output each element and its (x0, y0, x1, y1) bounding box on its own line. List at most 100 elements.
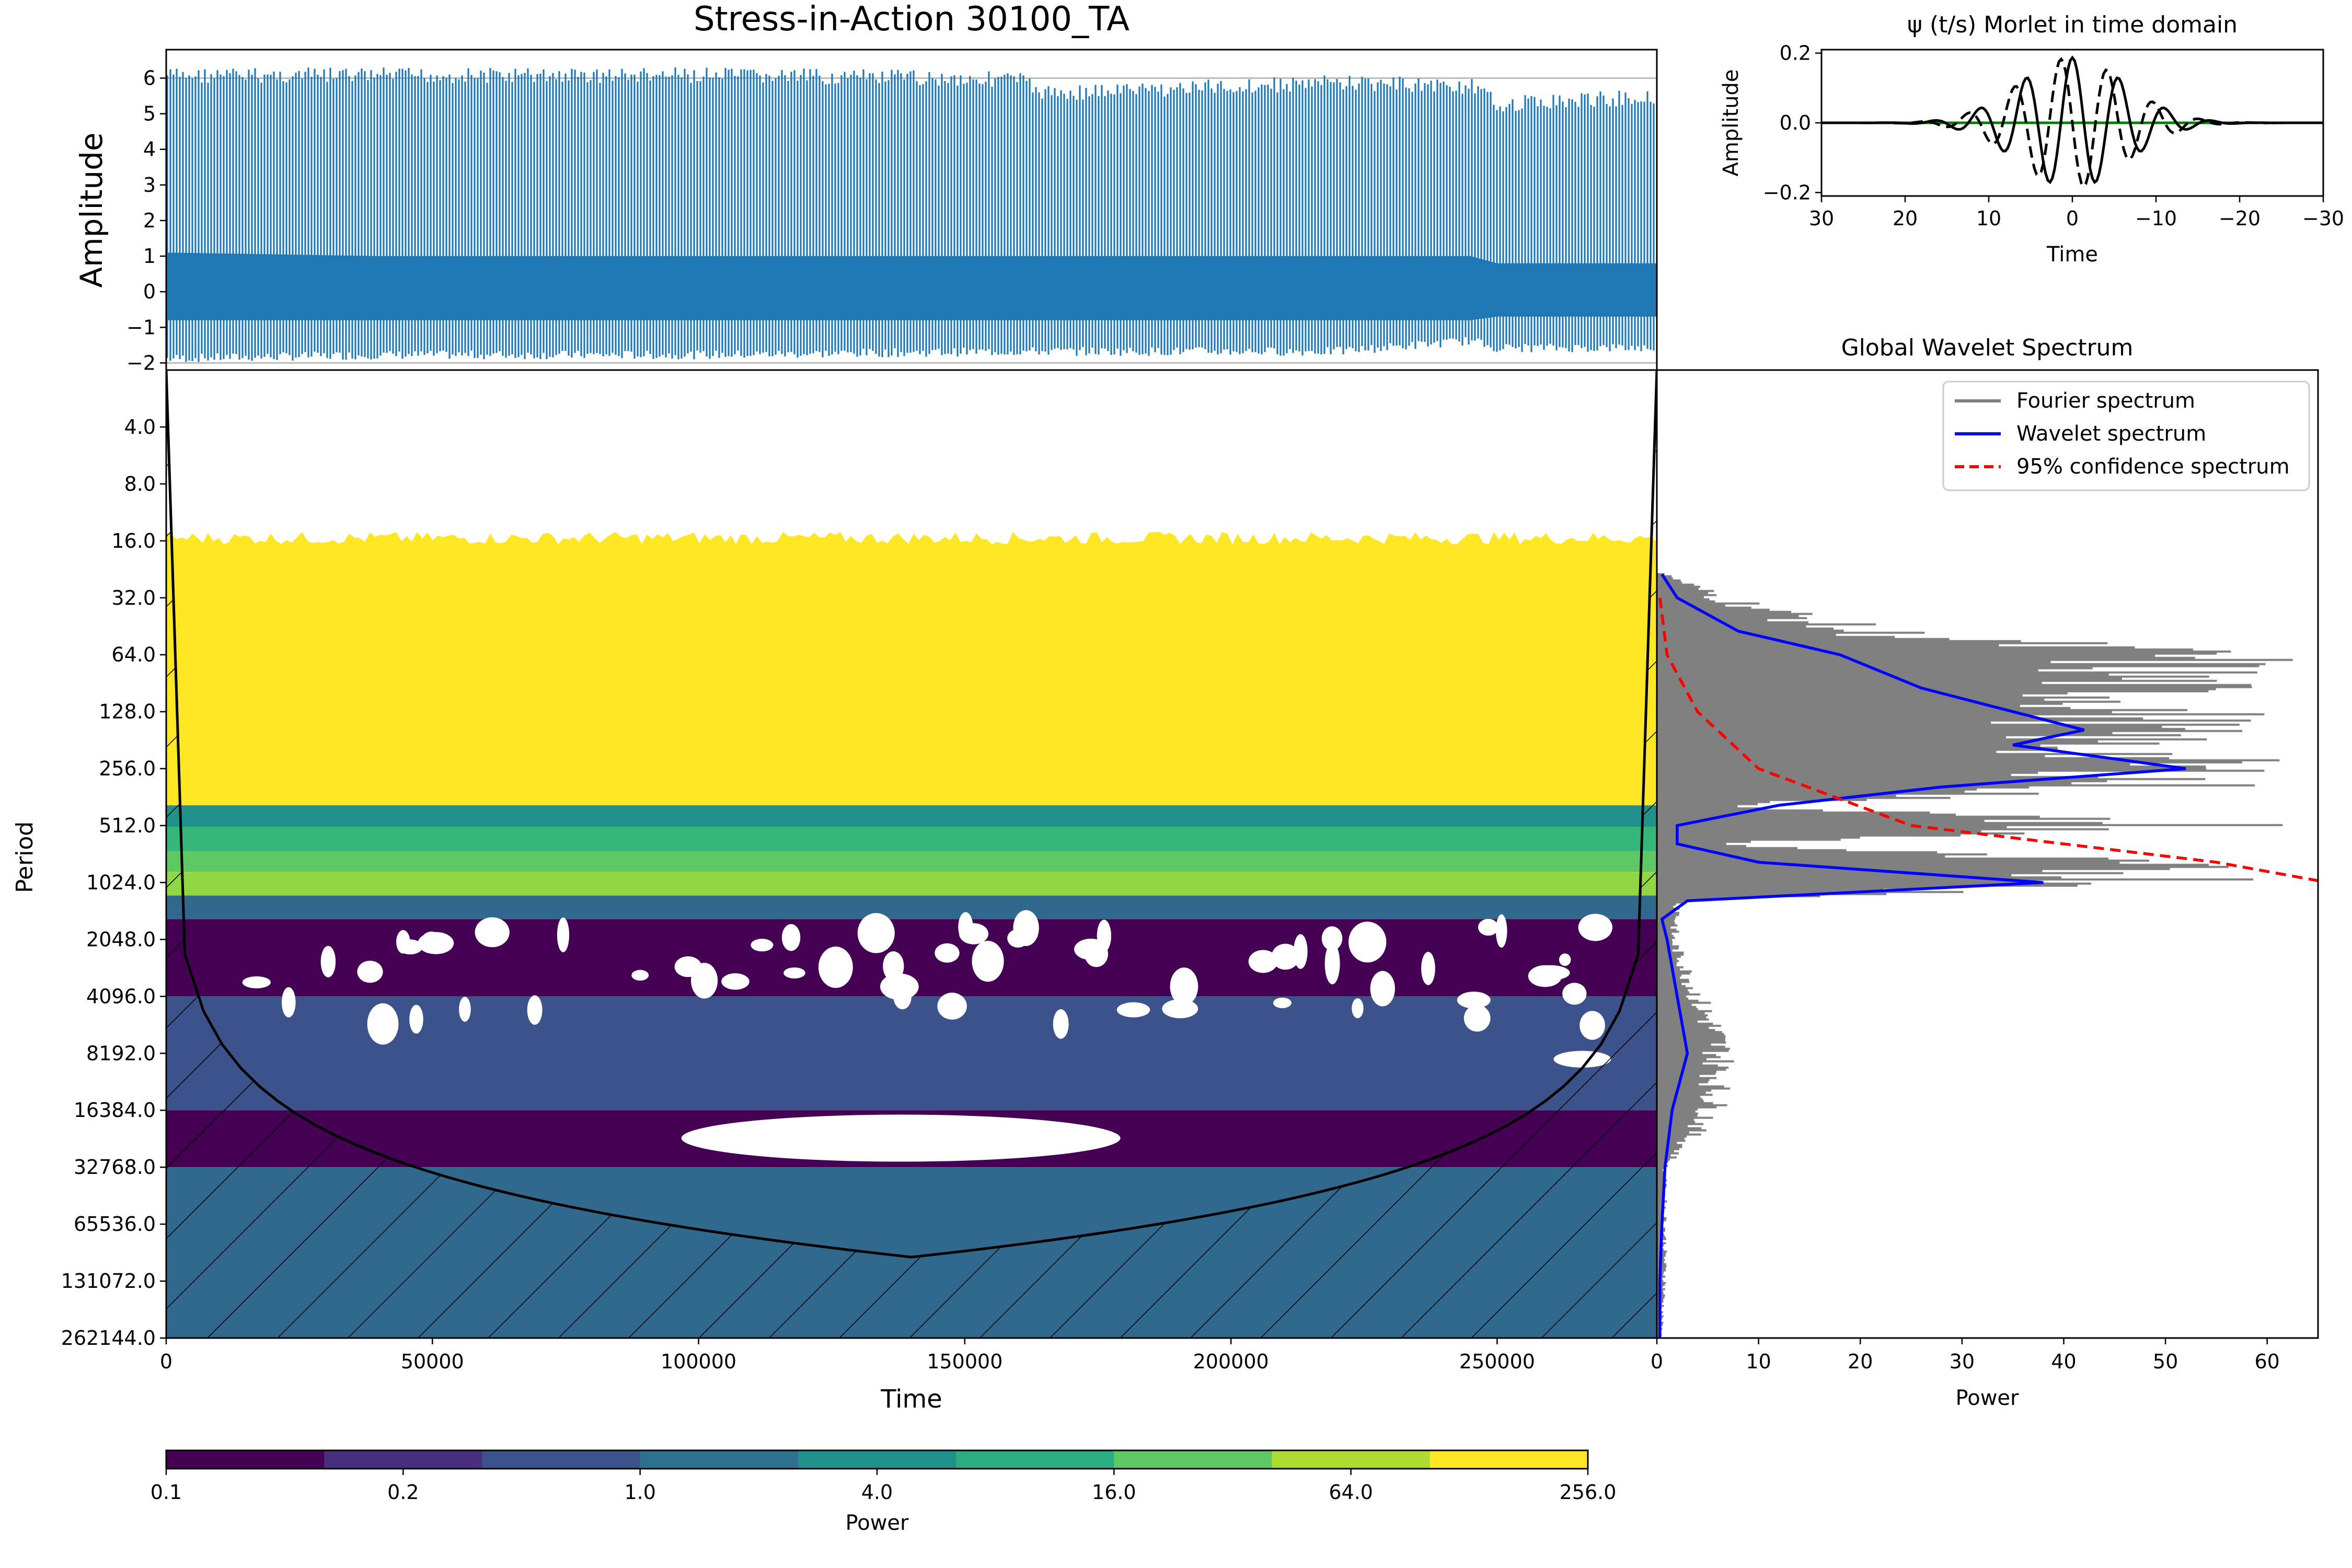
morlet-imag-curve (1821, 57, 2323, 189)
scalogram-hole-43 (1421, 952, 1435, 985)
colorbar-tick-label-3: 4.0 (861, 1481, 893, 1504)
scalogram-band-edge (166, 532, 1657, 551)
scalogram-ytick-label-8: 1024.0 (86, 871, 156, 894)
scalogram-xtick-label-2: 100000 (661, 1350, 736, 1373)
gws-xtick-label-3: 30 (1950, 1350, 1975, 1373)
colorbar-ticks: 0.1 0.2 1.0 4.0 16.0 64.0 256.0 (151, 1469, 1616, 1504)
gws-xtick-label-0: 0 (1651, 1350, 1663, 1373)
scalogram-hole-12 (1579, 1011, 1605, 1040)
scalogram-ytick-label-1: 8.0 (124, 472, 156, 495)
scalogram-xtick-label-5: 250000 (1459, 1350, 1535, 1373)
colorbar-cell-7 (1272, 1450, 1431, 1469)
scalogram-ylabel: Period (11, 821, 38, 893)
gws-xtick-label-4: 40 (2051, 1350, 2076, 1373)
scalogram-ytick-label-11: 8192.0 (86, 1042, 156, 1065)
morlet-ytick-label-0: 0.2 (1780, 42, 1811, 65)
scalogram-band-2 (166, 826, 1657, 851)
scalogram-hole-56 (242, 976, 271, 988)
scalogram-hole-36 (557, 917, 570, 952)
scalogram-hole-7 (1457, 991, 1491, 1009)
scalogram-hole-22 (367, 1003, 399, 1045)
morlet-xtick-label-1: 20 (1893, 207, 1918, 230)
scalogram-ytick-label-6: 256.0 (99, 757, 156, 780)
colorbar-tick-label-0: 0.1 (151, 1481, 182, 1504)
scalogram-x-ticks: 0 50000 100000 150000 200000 250000 (160, 1338, 1535, 1373)
scalogram-hole-50 (1352, 998, 1364, 1019)
colorbar-tick-label-5: 64.0 (1329, 1481, 1373, 1504)
colorbar-cell-0 (166, 1450, 325, 1469)
legend-box (1942, 381, 2310, 491)
signal-panel: Stress-in-Action 30100_TA Amplitude 6 5 4 3… (74, 0, 1658, 374)
scalogram-band-4 (166, 872, 1657, 896)
colorbar: 0.1 0.2 1.0 4.0 16.0 64.0 256.0 Power (151, 1449, 1616, 1535)
signal-ytick-label-8: −2 (126, 351, 156, 374)
scalogram-ytick-label-13: 32768.0 (74, 1156, 156, 1179)
scalogram-hole-16 (409, 1005, 423, 1034)
scalogram-hole-30 (1578, 914, 1613, 941)
morlet-xlabel: Time (2046, 243, 2098, 267)
signal-ylabel: Amplitude (74, 132, 109, 287)
scalogram-hole-25 (281, 987, 296, 1018)
scalogram-hole-large (681, 1114, 1121, 1162)
signal-y-ticks: 6 5 4 3 2 1 0 −1 −2 (126, 66, 166, 374)
morlet-title: ψ (t/s) Morlet in time domain (1907, 11, 2238, 38)
legend-label-fourier: Fourier spectrum (2016, 389, 2195, 413)
scalogram-hole-24 (1013, 910, 1039, 946)
global-spectrum-panel: Global Wavelet Spectrum 0 10 20 30 40 50 60 Po… (1651, 335, 2319, 1410)
signal-ytick-label-4: 2 (143, 209, 156, 232)
coi-line (166, 370, 1657, 1259)
signal-ytick-label-1: 5 (143, 102, 156, 125)
colorbar-cell-8 (1429, 1450, 1588, 1469)
gws-x-ticks: 0 10 20 30 40 50 60 (1651, 1338, 2280, 1373)
signal-ytick-label-6: 0 (143, 280, 156, 303)
scalogram-hole-13 (1271, 943, 1300, 970)
scalogram-hole-59 (1478, 919, 1498, 936)
scalogram-ytick-label-16: 262144.0 (61, 1327, 156, 1350)
gws-frame (1656, 369, 2319, 1339)
scalogram-xtick-label-1: 50000 (401, 1350, 464, 1373)
scalogram-hole-19 (721, 973, 750, 990)
scalogram-xtick-label-4: 200000 (1193, 1350, 1269, 1373)
scalogram-ytick-label-14: 65536.0 (74, 1213, 156, 1236)
scalogram-hole-31 (398, 939, 423, 955)
colorbar-cell-5 (956, 1450, 1115, 1469)
signal-spikes (166, 67, 1655, 362)
gws-xtick-label-5: 50 (2153, 1350, 2178, 1373)
scalogram-hole-58 (475, 917, 510, 948)
scalogram-hole-8 (1562, 983, 1587, 1005)
scalogram-hole-33 (631, 970, 649, 981)
scalogram-xtick-label-3: 150000 (927, 1350, 1002, 1373)
morlet-xtick-label-6: −30 (2302, 207, 2344, 230)
gws-xtick-label-1: 10 (1746, 1350, 1771, 1373)
scalogram-xlabel: Time (880, 1385, 942, 1414)
scalogram-band-1 (166, 805, 1657, 827)
colorbar-cells (166, 1450, 1588, 1469)
colorbar-cell-2 (482, 1450, 641, 1469)
scalogram-ytick-label-10: 4096.0 (86, 985, 156, 1008)
morlet-ytick-label-1: 0.0 (1780, 111, 1811, 134)
morlet-curves (1821, 55, 2323, 189)
scalogram-hole-51 (1248, 950, 1278, 973)
gws-xlabel: Power (1956, 1386, 2019, 1410)
scalogram-hole-9 (781, 924, 801, 951)
scalogram-ytick-label-15: 131072.0 (61, 1270, 156, 1293)
signal-ytick-label-0: 6 (143, 66, 156, 89)
coi-hatch (166, 370, 1657, 1338)
colorbar-cell-3 (640, 1450, 799, 1469)
gws-legend: Fourier spectrum Wavelet spectrum 95% co… (1942, 381, 2310, 491)
scalogram-panel: 4.0 8.0 16.0 32.0 64.0 128.0 256.0 512.0 1024.0 2… (11, 369, 1658, 1414)
scalogram-ytick-label-5: 128.0 (99, 700, 156, 723)
scalogram-ytick-label-0: 4.0 (124, 416, 156, 439)
scalogram-hole-23 (958, 912, 973, 942)
scalogram-band-5 (166, 895, 1657, 919)
signal-title: Stress-in-Action 30100_TA (694, 0, 1129, 39)
scalogram-ytick-label-7: 512.0 (99, 814, 156, 837)
legend-label-wavelet: Wavelet spectrum (2016, 422, 2206, 446)
morlet-xtick-label-4: −10 (2135, 207, 2177, 230)
colorbar-cell-6 (1114, 1450, 1273, 1469)
morlet-xtick-label-0: 30 (1809, 207, 1834, 230)
morlet-ylabel: Amplitude (1719, 70, 1743, 177)
morlet-xtick-label-5: −20 (2219, 207, 2261, 230)
scalogram-xtick-label-0: 0 (160, 1350, 172, 1373)
